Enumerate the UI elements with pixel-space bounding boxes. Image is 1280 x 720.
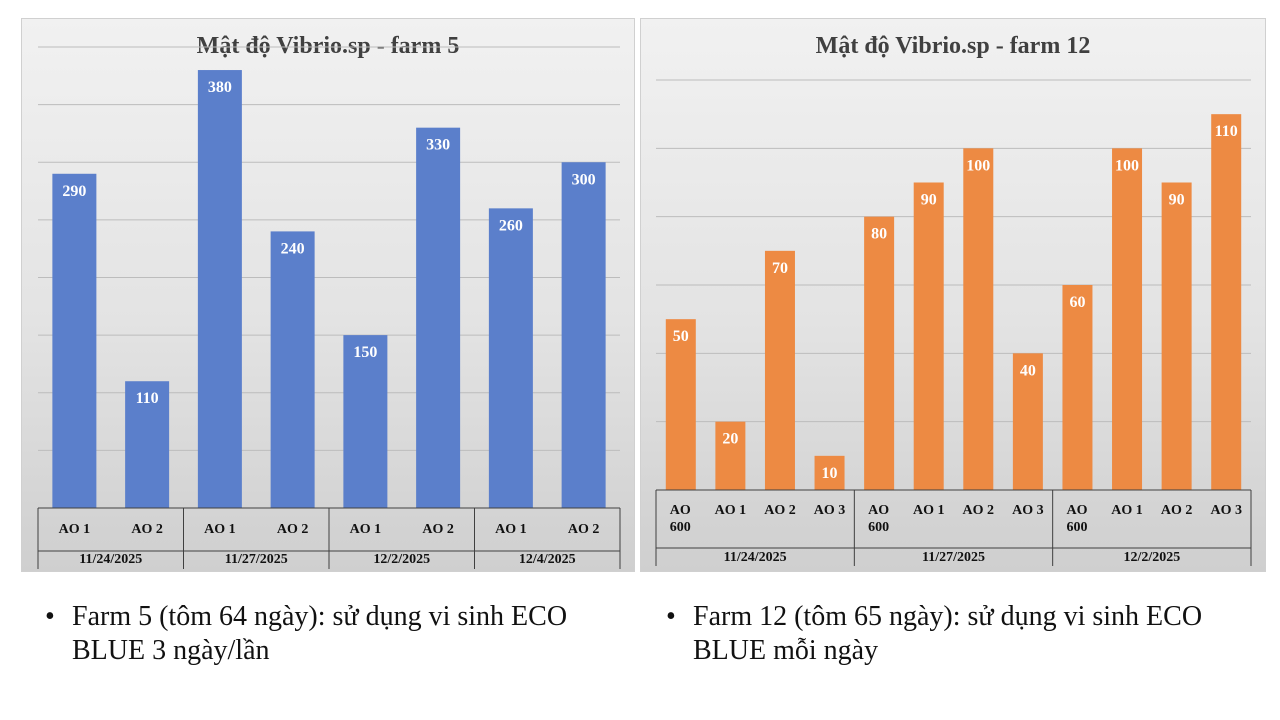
data-label: 110 — [136, 390, 159, 407]
bar — [125, 381, 170, 508]
data-label: 150 — [353, 344, 377, 361]
data-label: 380 — [208, 79, 232, 96]
farm5-chart: Mật độ Vibrio.sp - farm 5 290 110 380 240 15… — [21, 18, 635, 572]
tick-label: AO 1 — [59, 522, 91, 537]
tick-label: AO 3 — [1210, 503, 1242, 518]
bar — [270, 231, 315, 508]
tick-label: AO 1 — [1111, 503, 1143, 518]
data-label: 80 — [871, 226, 887, 243]
bar — [1211, 114, 1242, 491]
group-label: 11/27/2025 — [922, 550, 985, 565]
tick-label: AO 2 — [764, 503, 796, 518]
group-label: 12/2/2025 — [1123, 550, 1180, 565]
tick-label: AO 1 — [913, 503, 945, 518]
bar — [715, 421, 746, 490]
data-label: 40 — [1020, 362, 1036, 379]
group-label: 11/24/2025 — [79, 552, 142, 567]
chart-title: Mật độ Vibrio.sp - farm 12 — [815, 33, 1091, 59]
tick-label: AO 3 — [1012, 503, 1044, 518]
data-label: 240 — [281, 240, 305, 257]
tick-label: AO 2 — [568, 522, 600, 537]
data-label: 50 — [673, 328, 689, 345]
bullet-dot: • — [666, 601, 676, 632]
tick-label: AO 2 — [1161, 503, 1193, 518]
group-label: 11/27/2025 — [225, 552, 288, 567]
tick-label: AO 2 — [277, 522, 309, 537]
bar — [561, 162, 606, 508]
tick-label: AO 600 — [1066, 503, 1087, 535]
bar — [764, 250, 795, 490]
data-label: 20 — [722, 431, 738, 448]
tick-label: AO 1 — [204, 522, 236, 537]
bullet-text: Farm 12 (tôm 65 ngày): sử dụng vi sinh E… — [693, 601, 1203, 666]
data-label: 100 — [1115, 157, 1139, 174]
chart-title: Mật độ Vibrio.sp - farm 5 — [196, 33, 460, 59]
bar — [488, 208, 533, 508]
tick-label: AO 2 — [422, 522, 454, 537]
tick-label: AO 2 — [963, 503, 995, 518]
data-label: 330 — [426, 137, 450, 154]
bullet-text: Farm 5 (tôm 64 ngày): sử dụng vi sinh EC… — [72, 601, 568, 666]
group-label: 12/4/2025 — [519, 552, 576, 567]
tick-label: AO 1 — [715, 503, 747, 518]
bar — [1112, 148, 1143, 491]
bullet-farm5: • Farm 5 (tôm 64 ngày): sử dụng vi sinh … — [45, 600, 605, 668]
farm12-chart-plot: 50 20 70 10 80 90 100 40 60 100 90 110 AO 600 AO 1 AO 2… — [655, 79, 1252, 566]
bar — [1161, 182, 1192, 490]
data-label: 290 — [62, 183, 86, 200]
tick-label: AO 1 — [350, 522, 382, 537]
tick-label: AO 3 — [814, 503, 846, 518]
data-label: 90 — [921, 192, 937, 209]
tick-label: AO 2 — [131, 522, 163, 537]
data-label: 10 — [822, 465, 838, 482]
tick-label: AO 600 — [670, 503, 691, 535]
bar — [1062, 285, 1093, 490]
bar — [52, 173, 97, 508]
bar — [1012, 353, 1043, 490]
bar — [814, 455, 845, 490]
bar — [864, 216, 895, 490]
bullet-dot: • — [45, 601, 55, 632]
bar — [343, 335, 388, 508]
data-label: 60 — [1069, 294, 1085, 311]
data-label: 100 — [966, 157, 990, 174]
bar — [416, 127, 461, 509]
group-label: 12/2/2025 — [373, 552, 430, 567]
farm5-chart-plot: 290 110 380 240 150 330 260 300 AO 1 AO 2 AO 1 AO 2… — [37, 46, 621, 569]
farm12-chart: Mật độ Vibrio.sp - farm 12 50 20 70 10 80 90 1… — [640, 18, 1266, 572]
bullet-farm12: • Farm 12 (tôm 65 ngày): sử dụng vi sinh… — [666, 600, 1246, 668]
data-label: 70 — [772, 260, 788, 277]
bar — [197, 70, 242, 509]
data-label: 110 — [1215, 123, 1238, 140]
bar — [665, 319, 696, 490]
data-label: 90 — [1169, 192, 1185, 209]
tick-label: AO 1 — [495, 522, 527, 537]
bar — [963, 148, 994, 491]
data-label: 300 — [572, 171, 596, 188]
data-label: 260 — [499, 217, 523, 234]
tick-label: AO 600 — [868, 503, 889, 535]
group-label: 11/24/2025 — [724, 550, 787, 565]
bar — [913, 182, 944, 490]
